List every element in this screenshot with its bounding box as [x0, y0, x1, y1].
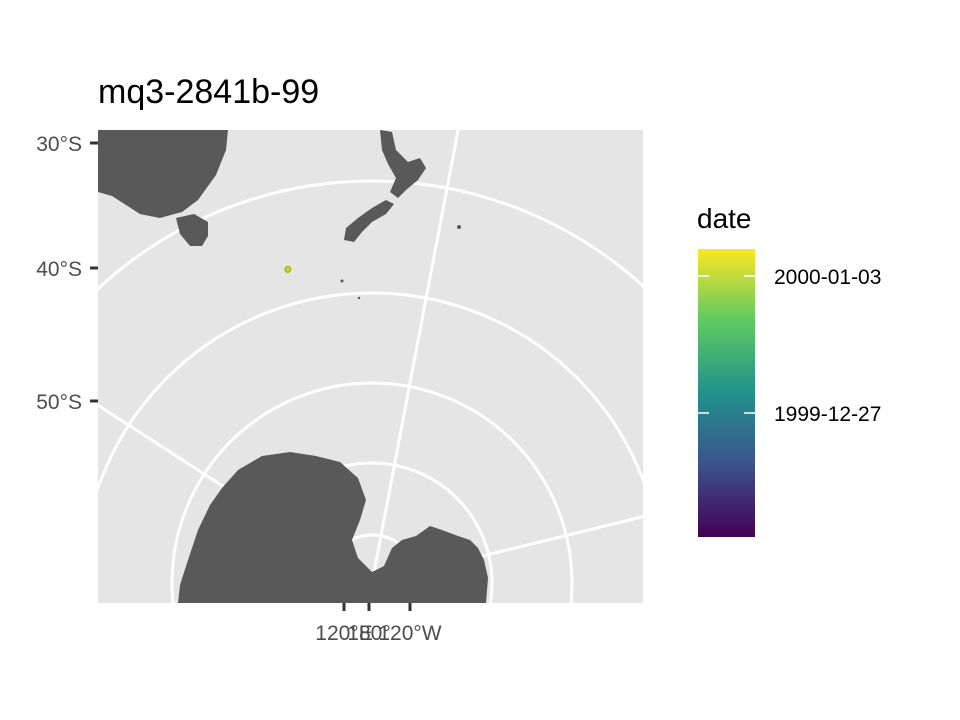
- x-tick-label: 120°W: [378, 622, 441, 645]
- legend-title: date: [697, 203, 752, 234]
- chart-title: mq3-2841b-99: [98, 73, 319, 111]
- legend: date 2000-01-03 1999-12-27: [697, 203, 881, 537]
- land-island-chatham: [457, 225, 461, 229]
- land-island-subantarctic: [341, 280, 344, 283]
- y-tick-label: 40°S: [36, 258, 82, 281]
- legend-colorbar: [698, 249, 755, 537]
- data-points: [285, 266, 291, 272]
- x-axis: 120°E 180° 120°W: [315, 603, 442, 645]
- y-tick-label: 30°S: [36, 133, 82, 156]
- y-tick-label: 50°S: [36, 391, 82, 414]
- legend-label: 2000-01-03: [774, 266, 881, 289]
- data-point: [285, 266, 291, 272]
- land-island-small: [358, 297, 360, 299]
- legend-label: 1999-12-27: [774, 403, 881, 426]
- y-axis: 30°S 40°S 50°S: [36, 133, 98, 414]
- map-panel: [0, 8, 947, 720]
